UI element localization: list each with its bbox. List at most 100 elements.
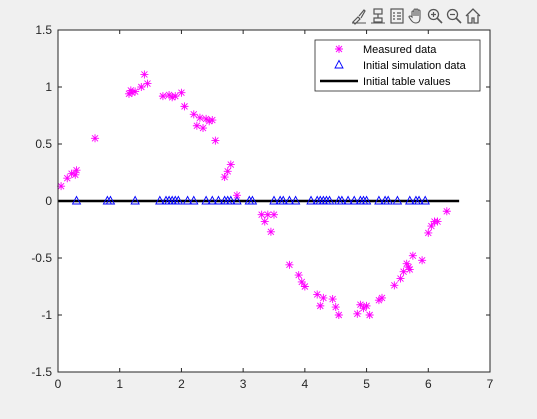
simulation-point — [343, 195, 353, 205]
simulation-point — [306, 195, 316, 205]
x-tick-label: 4 — [302, 377, 309, 391]
measured-point — [220, 173, 229, 182]
measured-point — [270, 210, 278, 219]
measured-point — [137, 83, 146, 91]
measured-point — [158, 92, 167, 101]
measured-point — [362, 301, 371, 310]
legend-label-simulation: Initial simulation data — [363, 60, 467, 72]
simulation-point — [349, 195, 359, 205]
measured-point — [67, 169, 76, 178]
measured-point — [331, 303, 340, 312]
simulation-point — [284, 195, 295, 205]
simulation-point — [226, 195, 236, 205]
measured-point — [165, 90, 174, 99]
data-tip-icon[interactable] — [369, 7, 387, 25]
simulation-point — [324, 195, 335, 205]
legend[interactable]: Measured data Initial simulation data In… — [314, 39, 481, 92]
legend-label-table: Initial table values — [363, 76, 451, 88]
simulation-point — [207, 195, 218, 205]
measured-point — [433, 217, 442, 226]
measured-point — [57, 182, 66, 191]
simulation-point — [269, 195, 279, 205]
measured-point — [356, 300, 365, 309]
simulation-point — [189, 195, 199, 205]
zoom-out-icon[interactable] — [445, 7, 463, 25]
brush-icon[interactable] — [350, 7, 368, 25]
axes-frame — [57, 29, 491, 373]
legend-marker-measured — [335, 45, 343, 53]
simulation-point — [130, 195, 140, 205]
zoom-in-icon[interactable] — [426, 7, 444, 25]
legend-toggle-icon[interactable] — [388, 7, 406, 25]
y-tick-label: 0.5 — [35, 137, 52, 151]
measured-point — [294, 271, 303, 280]
measured-point — [226, 160, 235, 169]
y-tick-label: 1.5 — [35, 23, 52, 37]
simulation-point — [247, 195, 258, 205]
measured-point — [72, 166, 81, 175]
measured-point — [171, 92, 180, 101]
measured-point — [223, 167, 232, 176]
y-tick-label: -0.5 — [31, 251, 52, 265]
measured-point — [126, 86, 135, 95]
measured-point — [390, 281, 399, 290]
simulation-point — [290, 195, 301, 205]
simulation-point — [374, 195, 384, 205]
axis-tick-labels: 0 1 2 3 4 5 6 7 1.5 1 0.5 0 -0.5 -1 -1.5 — [31, 23, 493, 391]
measured-point — [202, 114, 211, 123]
measured-point — [71, 170, 80, 179]
measured-point — [128, 88, 137, 97]
measured-point — [91, 134, 100, 143]
measured-point — [257, 210, 266, 219]
measured-point — [263, 210, 272, 219]
legend-marker-simulation — [334, 59, 344, 69]
legend-asterisk — [335, 45, 343, 53]
simulation-point — [182, 195, 193, 205]
measured-point — [404, 263, 413, 272]
measured-point — [359, 304, 368, 313]
x-tick-label: 5 — [363, 377, 370, 391]
simulation-point — [155, 195, 165, 205]
measured-point — [297, 277, 306, 286]
legend-triangle — [334, 59, 344, 69]
measured-point — [189, 110, 198, 119]
simulation-point — [173, 195, 184, 205]
measured-point — [208, 116, 217, 125]
measured-point — [232, 191, 241, 200]
measured-point — [124, 89, 133, 98]
measured-point — [353, 309, 362, 318]
x-tick-label: 7 — [487, 377, 494, 391]
simulation-point — [414, 195, 424, 205]
home-icon[interactable] — [464, 7, 482, 25]
measured-point — [195, 113, 204, 122]
measured-point — [424, 228, 433, 237]
y-tick-label: 0 — [45, 194, 52, 208]
simulation-point — [420, 195, 430, 205]
series-measured-data — [57, 70, 451, 319]
measured-point — [63, 174, 72, 183]
simulation-point — [361, 195, 372, 205]
pan-icon[interactable] — [407, 7, 425, 25]
measured-point — [399, 267, 408, 276]
measured-point — [205, 117, 214, 126]
simulation-point — [383, 195, 393, 205]
measured-point — [405, 265, 414, 274]
simulation-point — [201, 195, 211, 205]
simulation-point — [232, 195, 242, 205]
measured-point — [177, 88, 186, 97]
y-tick-label: -1.5 — [31, 365, 52, 379]
y-tick-label: 1 — [45, 80, 52, 94]
measured-point — [396, 274, 405, 283]
measured-point — [140, 70, 149, 79]
simulation-point — [278, 195, 289, 205]
measured-point — [334, 311, 343, 319]
legend-label-measured: Measured data — [363, 44, 437, 56]
measured-point — [199, 124, 208, 133]
x-tick-label: 6 — [425, 377, 432, 391]
measured-point — [131, 87, 140, 96]
series-simulation-data — [71, 195, 430, 205]
measured-point — [168, 93, 177, 102]
simulation-point — [337, 195, 347, 205]
measured-point — [402, 259, 411, 268]
